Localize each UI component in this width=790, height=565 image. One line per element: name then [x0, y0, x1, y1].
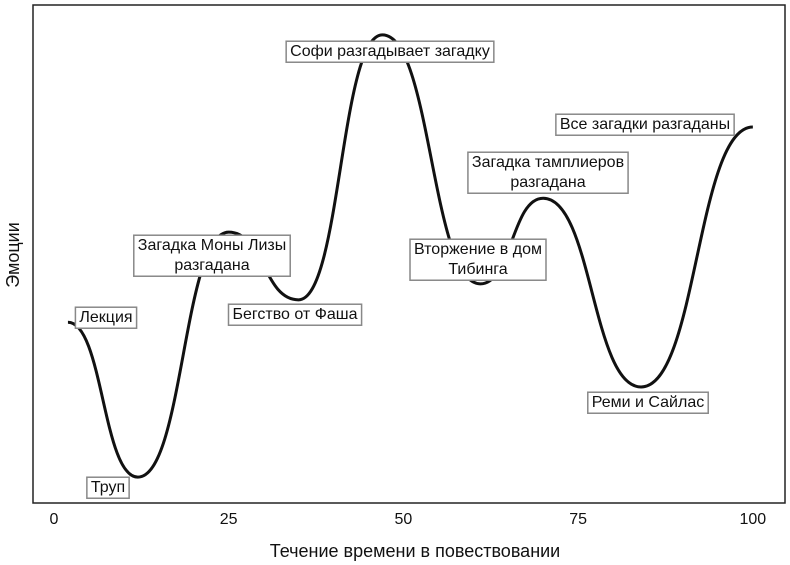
- annotation-text: Вторжение в дом: [414, 241, 542, 258]
- x-tick-label: 75: [569, 511, 587, 528]
- x-tick-label: 25: [220, 511, 238, 528]
- annotation-text: Бегство от Фаша: [233, 306, 358, 323]
- annotation-box: [467, 151, 629, 194]
- annotation-box: [74, 306, 138, 329]
- annotation-box: [285, 40, 495, 63]
- annotation: Лекция: [74, 306, 138, 329]
- annotation-text: Труп: [91, 479, 125, 496]
- annotation: Все загадки разгаданы: [555, 113, 735, 136]
- annotation-text: Загадка тамплиеров: [472, 154, 624, 171]
- annotation: Софи разгадывает загадку: [285, 40, 495, 63]
- annotation-text: Тибинга: [448, 261, 507, 278]
- annotation: Бегство от Фаша: [227, 303, 363, 326]
- annotation-box: [555, 113, 735, 136]
- annotation-text: разгадана: [174, 257, 249, 274]
- annotation: Вторжение в дом Тибинга: [409, 238, 547, 281]
- annotation: Реми и Сайлас: [587, 391, 709, 414]
- annotation-text: разгадана: [510, 174, 585, 191]
- annotation-text: Загадка Моны Лизы: [138, 237, 286, 254]
- annotation: Труп: [86, 476, 130, 499]
- x-axis-label: Течение времени в повествовании: [270, 541, 561, 561]
- annotation-text: Реми и Сайлас: [592, 394, 704, 411]
- story-curve: [67, 33, 754, 479]
- annotation-text: Все загадки разгаданы: [560, 116, 730, 133]
- annotation: Загадка Моны Лизы разгадана: [133, 234, 291, 277]
- x-tick-label: 100: [739, 511, 766, 528]
- annotation-box: [227, 303, 363, 326]
- annotation-box: [409, 238, 547, 281]
- annotation-box: [133, 234, 291, 277]
- annotation-box: [86, 476, 130, 499]
- annotation-text: Софи разгадывает загадку: [290, 43, 490, 60]
- annotation-text: Лекция: [79, 309, 132, 326]
- x-tick-label: 50: [395, 511, 413, 528]
- y-axis-label: Эмоции: [3, 222, 23, 288]
- plot-frame: [32, 4, 786, 504]
- annotation-box: [587, 391, 709, 414]
- annotation: Загадка тамплиеров разгадана: [467, 151, 629, 194]
- x-tick-label: 0: [50, 511, 59, 528]
